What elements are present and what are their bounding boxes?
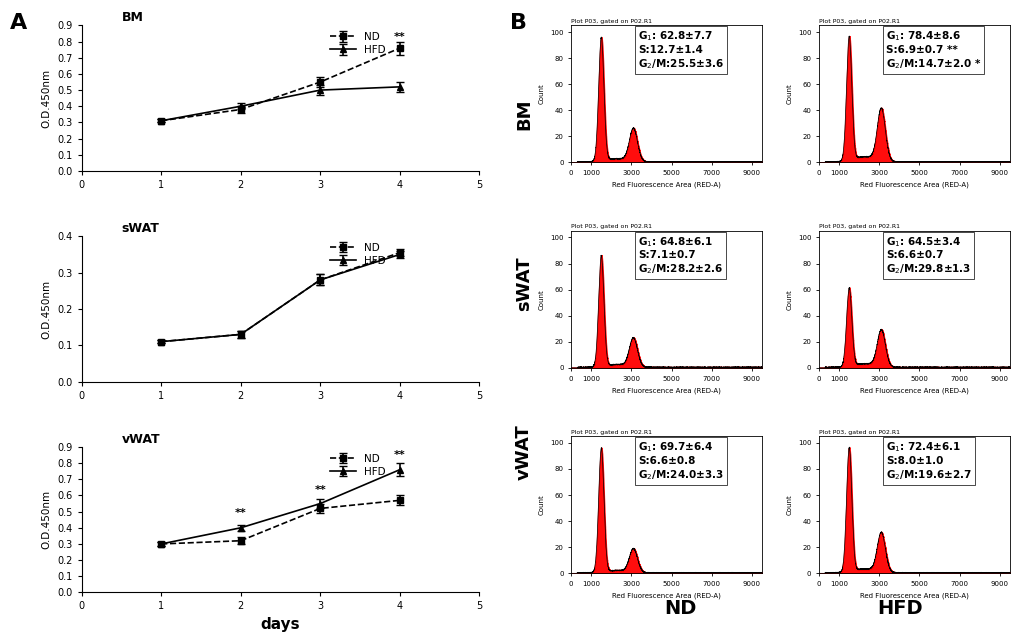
Y-axis label: Count: Count — [786, 494, 792, 515]
Text: BM: BM — [121, 11, 143, 24]
Y-axis label: O.D.450nm: O.D.450nm — [42, 280, 52, 338]
X-axis label: Red Fluorescence Area (RED-A): Red Fluorescence Area (RED-A) — [859, 592, 968, 599]
Text: **: ** — [314, 485, 326, 496]
Text: G$_1$: 72.4±6.1
S:8.0±1.0
G$_2$/M:19.6±2.7: G$_1$: 72.4±6.1 S:8.0±1.0 G$_2$/M:19.6±2… — [884, 440, 971, 482]
Y-axis label: Count: Count — [538, 289, 544, 310]
Text: **: ** — [393, 32, 406, 41]
Text: G$_1$: 64.5±3.4
S:6.6±0.7
G$_2$/M:29.8±1.3: G$_1$: 64.5±3.4 S:6.6±0.7 G$_2$/M:29.8±1… — [884, 235, 970, 276]
Text: Plot P03, gated on P02.R1: Plot P03, gated on P02.R1 — [571, 429, 651, 434]
Text: sWAT: sWAT — [121, 222, 159, 235]
Y-axis label: Count: Count — [538, 83, 544, 104]
Text: G$_1$: 69.7±6.4
S:6.6±0.8
G$_2$/M:24.0±3.3: G$_1$: 69.7±6.4 S:6.6±0.8 G$_2$/M:24.0±3… — [637, 440, 722, 482]
Y-axis label: O.D.450nm: O.D.450nm — [42, 490, 52, 549]
Text: vWAT: vWAT — [515, 424, 533, 480]
Text: Plot P03, gated on P02.R1: Plot P03, gated on P02.R1 — [571, 224, 651, 229]
Text: B: B — [510, 13, 527, 32]
Y-axis label: Count: Count — [786, 289, 792, 310]
Text: **: ** — [234, 508, 247, 518]
Y-axis label: Count: Count — [538, 494, 544, 515]
X-axis label: Red Fluorescence Area (RED-A): Red Fluorescence Area (RED-A) — [611, 182, 720, 188]
X-axis label: Red Fluorescence Area (RED-A): Red Fluorescence Area (RED-A) — [611, 387, 720, 394]
Text: ND: ND — [664, 599, 696, 618]
Text: BM: BM — [515, 99, 533, 131]
Text: vWAT: vWAT — [121, 433, 160, 446]
Text: G$_1$: 78.4±8.6
S:6.9±0.7 **
G$_2$/M:14.7±2.0 *: G$_1$: 78.4±8.6 S:6.9±0.7 ** G$_2$/M:14.… — [884, 29, 980, 71]
Text: **: ** — [393, 450, 406, 460]
Y-axis label: O.D.450nm: O.D.450nm — [42, 69, 52, 128]
X-axis label: Red Fluorescence Area (RED-A): Red Fluorescence Area (RED-A) — [859, 182, 968, 188]
Legend: ND, HFD: ND, HFD — [325, 28, 389, 59]
Legend: ND, HFD: ND, HFD — [325, 449, 389, 481]
Legend: ND, HFD: ND, HFD — [325, 239, 389, 270]
X-axis label: days: days — [261, 617, 300, 632]
X-axis label: Red Fluorescence Area (RED-A): Red Fluorescence Area (RED-A) — [611, 592, 720, 599]
Y-axis label: Count: Count — [786, 83, 792, 104]
Text: HFD: HFD — [876, 599, 922, 618]
Text: Plot P03, gated on P02.R1: Plot P03, gated on P02.R1 — [571, 18, 651, 24]
Text: A: A — [10, 13, 28, 32]
Text: G$_1$: 62.8±7.7
S:12.7±1.4
G$_2$/M:25.5±3.6: G$_1$: 62.8±7.7 S:12.7±1.4 G$_2$/M:25.5±… — [637, 29, 723, 71]
Text: Plot P03, gated on P02.R1: Plot P03, gated on P02.R1 — [818, 429, 899, 434]
Text: sWAT: sWAT — [515, 256, 533, 311]
Text: Plot P03, gated on P02.R1: Plot P03, gated on P02.R1 — [818, 224, 899, 229]
Text: G$_1$: 64.8±6.1
S:7.1±0.7
G$_2$/M:28.2±2.6: G$_1$: 64.8±6.1 S:7.1±0.7 G$_2$/M:28.2±2… — [637, 235, 722, 276]
X-axis label: Red Fluorescence Area (RED-A): Red Fluorescence Area (RED-A) — [859, 387, 968, 394]
Text: Plot P03, gated on P02.R1: Plot P03, gated on P02.R1 — [818, 18, 899, 24]
